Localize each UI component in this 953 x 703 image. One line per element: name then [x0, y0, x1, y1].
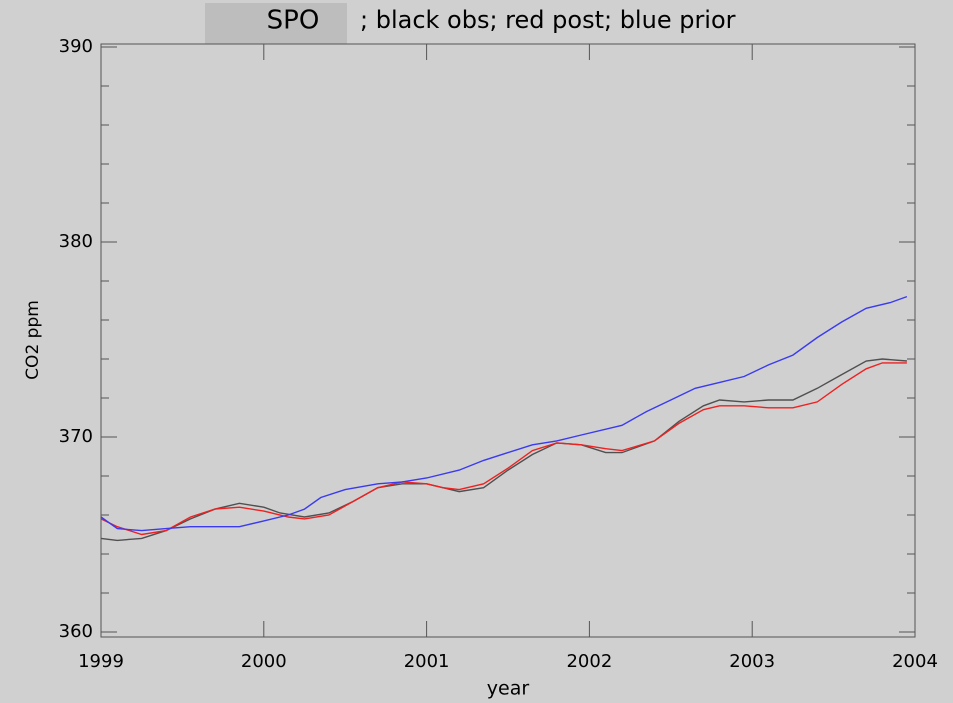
data-line: [100, 362, 907, 536]
data-line: [100, 358, 907, 542]
x-tick-label: 2002: [566, 651, 612, 672]
chart-subtitle: ; black obs; red post; blue prior: [360, 6, 736, 34]
x-axis-label: year: [487, 678, 530, 700]
x-tick-label: 1999: [78, 651, 124, 672]
y-tick-label: 370: [59, 426, 93, 447]
title-box: [205, 3, 347, 44]
y-axis-label: CO2 ppm: [23, 300, 43, 380]
y-tick-label: 390: [59, 36, 93, 57]
x-tick-label: 2004: [892, 651, 938, 672]
y-tick-label: 380: [59, 231, 93, 252]
chart-title: SPO: [267, 6, 320, 36]
y-tick-label: 360: [59, 621, 93, 642]
x-tick-label: 2003: [729, 651, 775, 672]
plot-frame: [100, 43, 916, 638]
data-line: [100, 295, 908, 532]
x-tick-label: 2000: [241, 651, 287, 672]
x-tick-label: 2001: [404, 651, 450, 672]
